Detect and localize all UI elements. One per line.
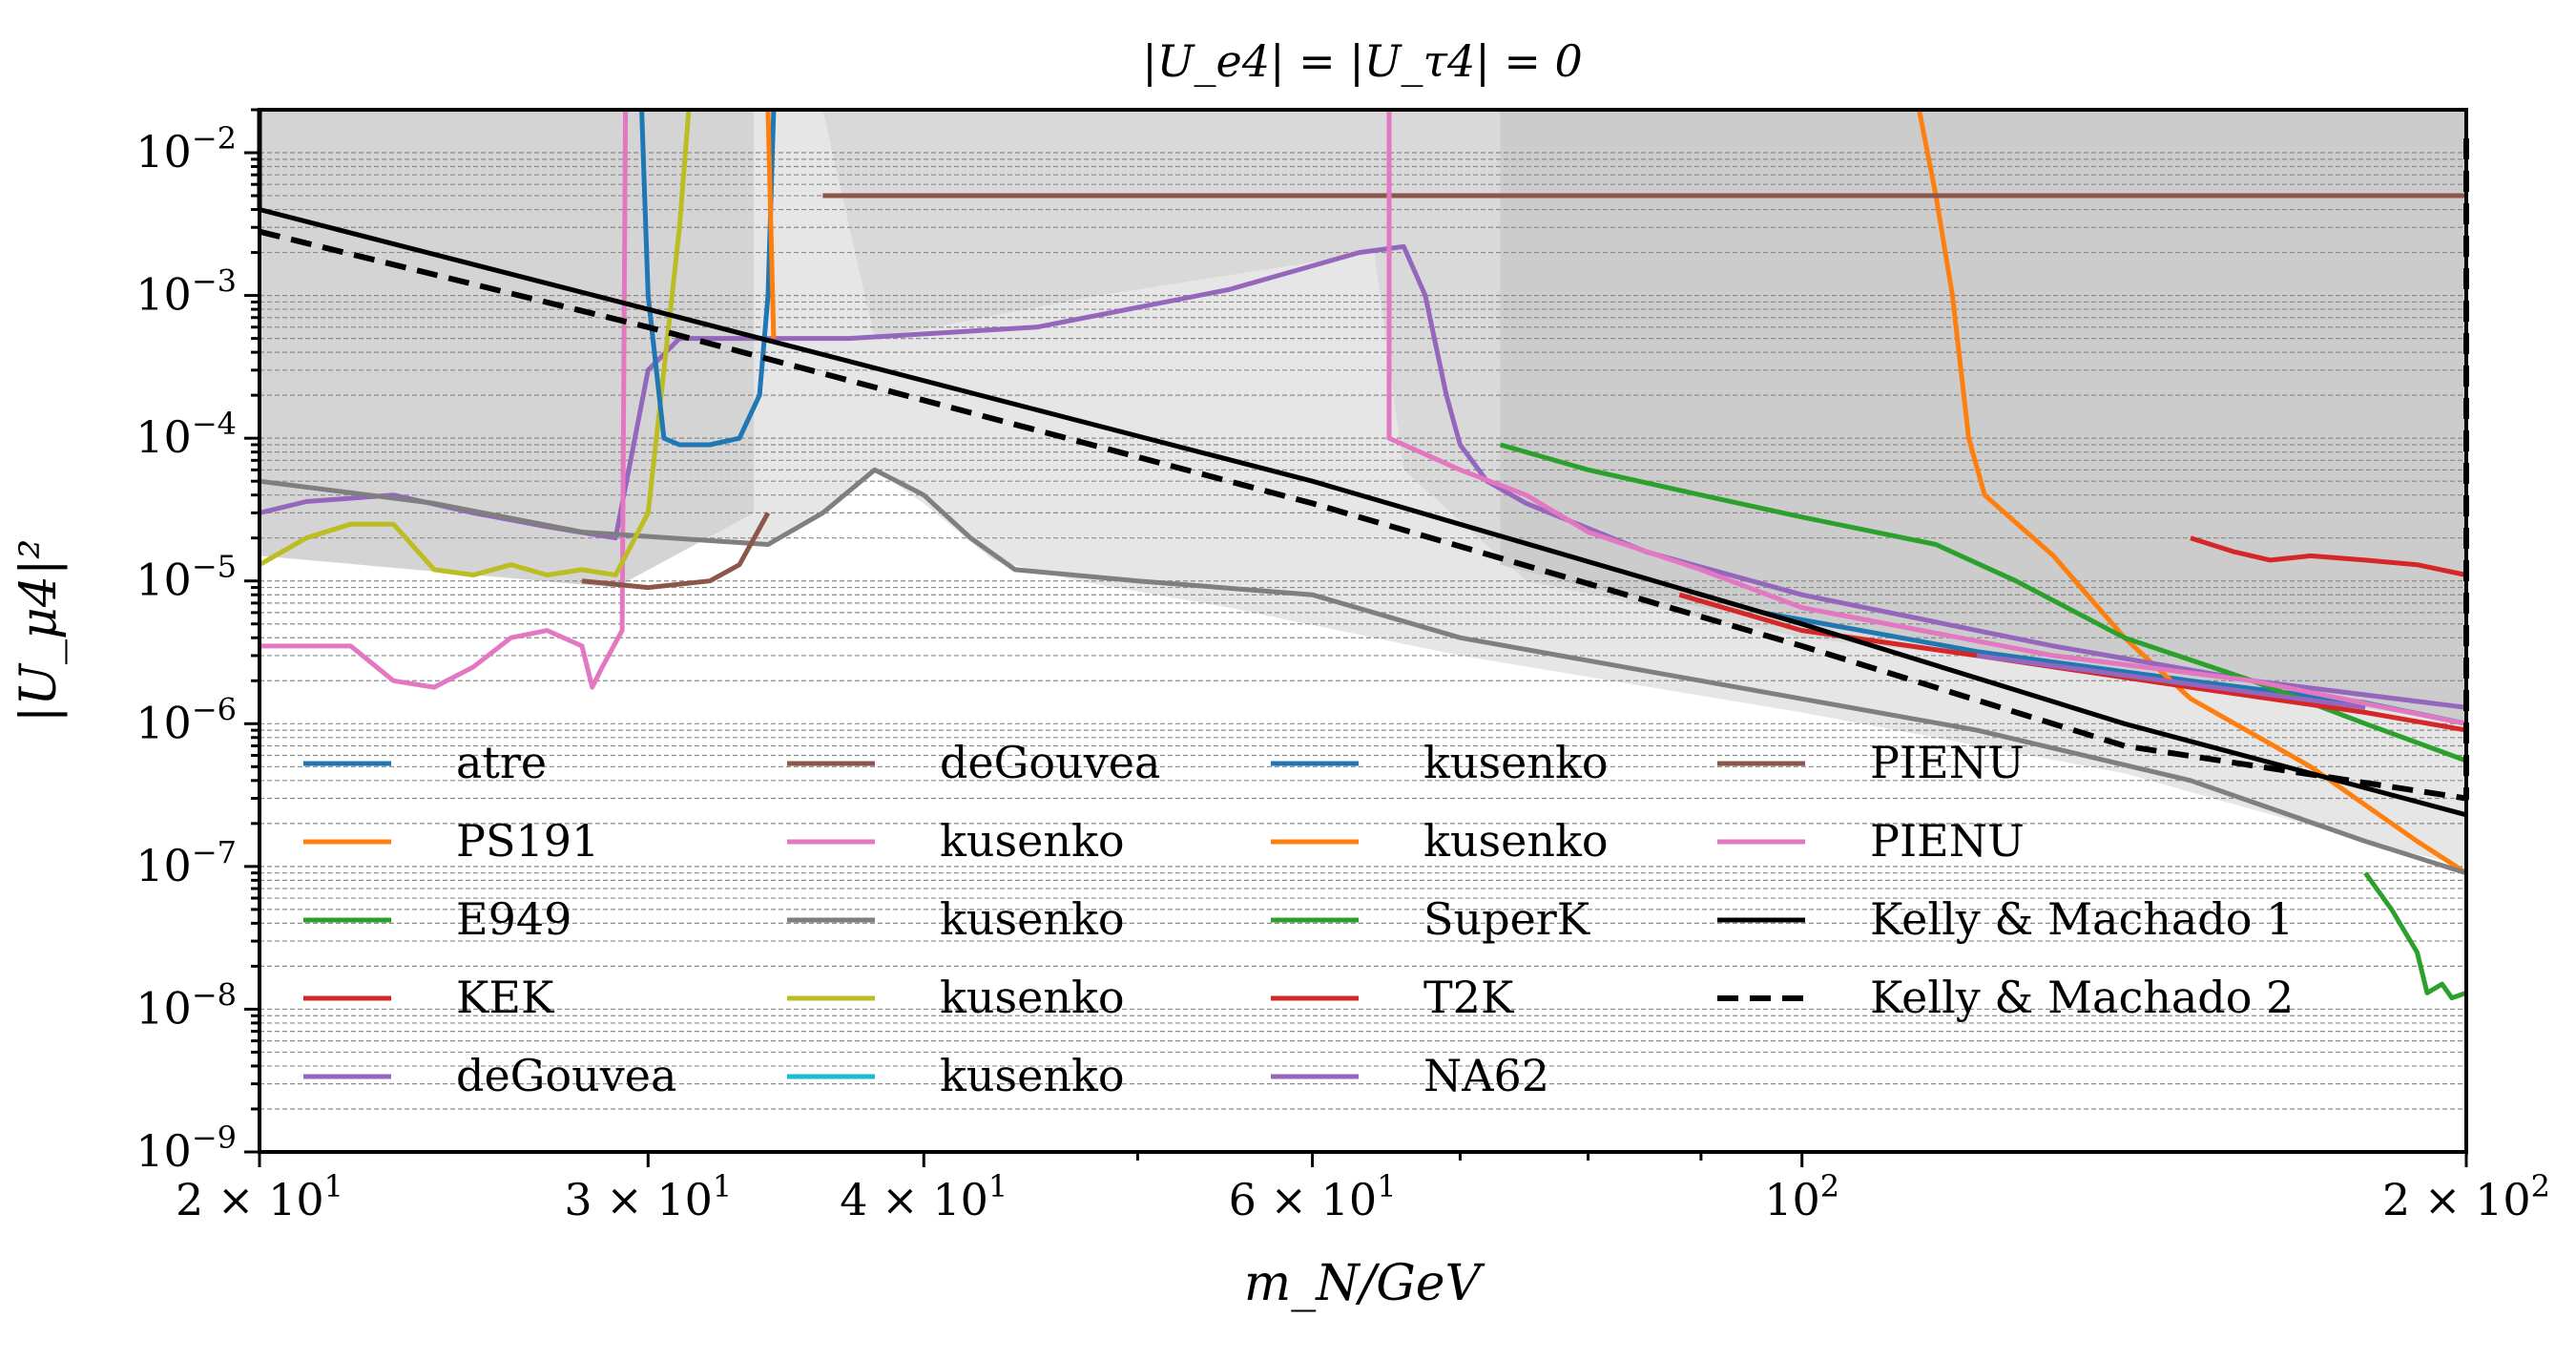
legend-label: PIENU bbox=[1870, 815, 2025, 867]
legend-label: NA62 bbox=[1423, 1050, 1549, 1101]
y-tick-label: 10−6 bbox=[135, 691, 237, 748]
x-tick-label: 102 bbox=[1764, 1168, 1839, 1225]
x-tick-label: 2 × 101 bbox=[176, 1168, 343, 1225]
y-tick-label: 10−5 bbox=[135, 549, 237, 606]
x-tick-label: 2 × 102 bbox=[2382, 1168, 2550, 1225]
x-axis-label: m_N/GeV bbox=[1244, 1255, 1485, 1312]
y-tick-label: 10−2 bbox=[135, 120, 237, 178]
x-tick-label: 6 × 101 bbox=[1229, 1168, 1397, 1225]
y-tick-label: 10−3 bbox=[135, 263, 237, 321]
legend-label: kusenko bbox=[940, 893, 1125, 945]
legend-label: Kelly & Machado 1 bbox=[1870, 893, 2294, 945]
legend-label: atre bbox=[456, 737, 547, 788]
legend-label: kusenko bbox=[940, 815, 1125, 867]
x-tick-label: 3 × 101 bbox=[564, 1168, 732, 1225]
legend-label: PS191 bbox=[456, 815, 599, 867]
series-line-2 bbox=[2365, 873, 2466, 998]
legend-label: KEK bbox=[456, 972, 555, 1023]
legend-label: kusenko bbox=[1423, 737, 1609, 788]
y-axis-label: |U_μ4|² bbox=[10, 539, 68, 723]
y-tick-label: 10−8 bbox=[135, 976, 237, 1034]
legend-label: T2K bbox=[1423, 972, 1515, 1023]
legend-label: kusenko bbox=[1423, 815, 1609, 867]
legend-label: E949 bbox=[456, 893, 571, 945]
legend: atre PS191 E949 KEK deGouvea deGouvea kusenko k… bbox=[303, 737, 2294, 1101]
y-tick-label: 10−9 bbox=[135, 1119, 237, 1177]
legend-label: SuperK bbox=[1423, 893, 1591, 945]
y-tick-label: 10−7 bbox=[135, 834, 237, 891]
legend-label: PIENU bbox=[1870, 737, 2025, 788]
chart-title: |U_e4| = |U_τ4| = 0 bbox=[1142, 35, 1583, 87]
y-tick-label: 10−4 bbox=[135, 406, 237, 463]
legend-label: deGouvea bbox=[940, 737, 1160, 788]
legend-label: kusenko bbox=[940, 972, 1125, 1023]
legend-label: deGouvea bbox=[456, 1050, 676, 1101]
legend-label: kusenko bbox=[940, 1050, 1125, 1101]
shaded-regions bbox=[260, 110, 2466, 867]
legend-label: Kelly & Machado 2 bbox=[1870, 972, 2294, 1023]
x-tick-label: 4 × 101 bbox=[840, 1168, 1008, 1225]
